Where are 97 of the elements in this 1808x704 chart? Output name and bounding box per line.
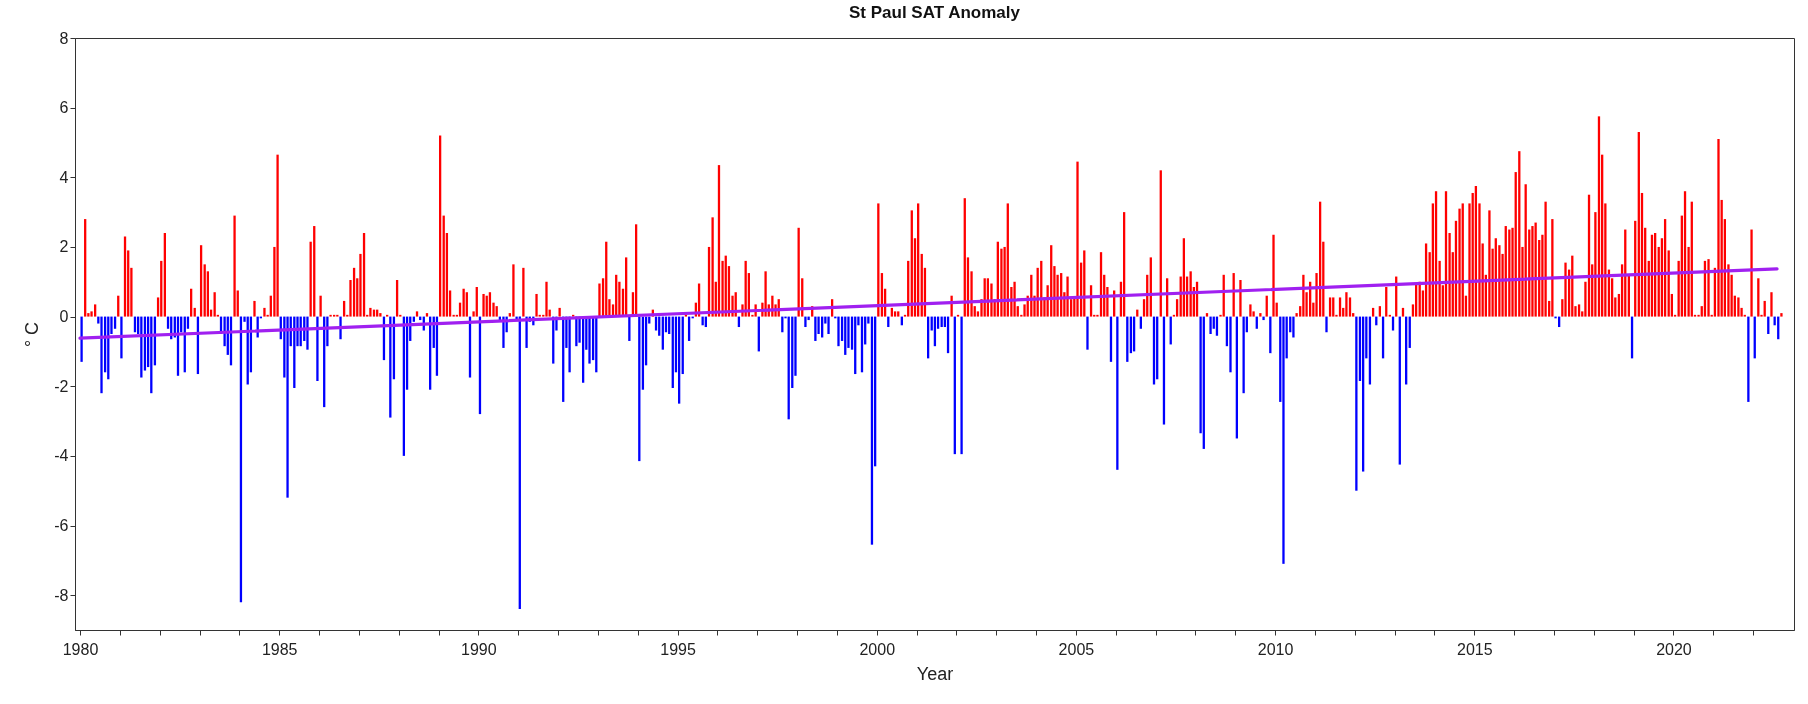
bar — [1262, 316, 1265, 321]
bar — [1338, 297, 1342, 317]
bar — [1707, 259, 1710, 317]
y-axis-title: ° C — [22, 321, 43, 348]
x-tick-label: 2010 — [1257, 640, 1294, 658]
chart-title: St Paul SAT Anomaly — [849, 3, 1021, 22]
bar — [1328, 297, 1332, 317]
bar — [545, 281, 548, 317]
bar — [319, 295, 322, 317]
bar — [1378, 306, 1382, 317]
bar — [1325, 316, 1328, 333]
y-tick-label: 8 — [59, 29, 69, 47]
bar — [1770, 292, 1773, 317]
bar — [425, 313, 429, 317]
bar — [897, 311, 900, 317]
bar — [193, 307, 196, 317]
bar — [1229, 316, 1232, 373]
bar — [1302, 274, 1305, 317]
x-tick-label: 1980 — [62, 640, 99, 658]
bar — [814, 316, 817, 341]
bar — [93, 304, 97, 317]
bar — [1076, 161, 1079, 317]
bar — [558, 307, 561, 317]
y-tick-label: 2 — [59, 238, 69, 256]
bar — [1780, 313, 1783, 317]
y-tick-label: -4 — [54, 447, 69, 465]
bar — [462, 288, 465, 317]
bar — [1401, 307, 1405, 317]
bar — [890, 307, 894, 317]
bar — [1116, 316, 1119, 470]
bar — [100, 316, 103, 394]
bar — [1175, 299, 1179, 317]
bar — [1242, 316, 1245, 394]
bar — [1564, 262, 1567, 317]
bar — [1332, 297, 1335, 317]
x-tick-label: 2000 — [859, 640, 896, 658]
bar — [80, 316, 83, 362]
bar — [1488, 210, 1491, 317]
y-tick-label: -6 — [54, 517, 69, 535]
bar — [960, 316, 963, 455]
bar — [495, 306, 498, 317]
bar — [512, 264, 515, 317]
y-tick-label: 0 — [59, 308, 69, 326]
bar — [1205, 313, 1209, 317]
bar — [837, 316, 840, 347]
bar — [1577, 304, 1581, 317]
bar — [711, 217, 714, 317]
bar — [1544, 201, 1547, 317]
y-tick-label: 6 — [59, 99, 69, 117]
bar — [804, 316, 807, 328]
x-tick-label: 1985 — [261, 640, 298, 658]
x-tick-label: 1990 — [461, 640, 497, 658]
bar — [276, 154, 279, 317]
bar — [893, 311, 897, 317]
bar — [369, 307, 372, 317]
bar — [575, 316, 578, 347]
bar — [764, 271, 767, 317]
bar — [522, 267, 525, 317]
bar — [1717, 138, 1720, 317]
x-tick-label: 1995 — [660, 640, 696, 658]
bar — [827, 316, 830, 334]
x-tick-label: 2020 — [1656, 640, 1692, 658]
bar — [1272, 234, 1275, 317]
bar — [1239, 280, 1242, 317]
bar — [1292, 316, 1295, 338]
bar — [415, 311, 419, 317]
bar — [1249, 304, 1252, 317]
bar — [1371, 307, 1375, 317]
bar — [1750, 229, 1753, 317]
bar — [1209, 316, 1212, 334]
bar — [1747, 316, 1750, 402]
y-tick-label: 4 — [59, 168, 69, 186]
bar — [213, 292, 216, 317]
bar — [1282, 316, 1285, 564]
bar — [1259, 313, 1262, 317]
y-tick-label: -8 — [54, 586, 69, 604]
x-tick-label: 2005 — [1058, 640, 1095, 658]
bar — [1355, 316, 1358, 491]
bar — [1534, 222, 1537, 317]
x-tick-label: 2015 — [1456, 640, 1493, 658]
bar — [253, 300, 256, 317]
bar — [588, 316, 591, 364]
bar — [535, 293, 538, 317]
bar — [1086, 316, 1089, 350]
x-axis-title: Year — [916, 663, 954, 684]
bar — [1737, 297, 1740, 317]
bar — [316, 316, 319, 382]
bar — [286, 316, 289, 498]
y-tick-label: -2 — [54, 377, 69, 395]
bar — [1066, 276, 1069, 317]
bar — [1551, 219, 1554, 317]
bar — [120, 316, 123, 359]
bar — [233, 215, 236, 317]
bar — [263, 307, 266, 317]
bar — [379, 313, 382, 317]
bar — [1345, 292, 1348, 317]
bar — [306, 316, 309, 350]
